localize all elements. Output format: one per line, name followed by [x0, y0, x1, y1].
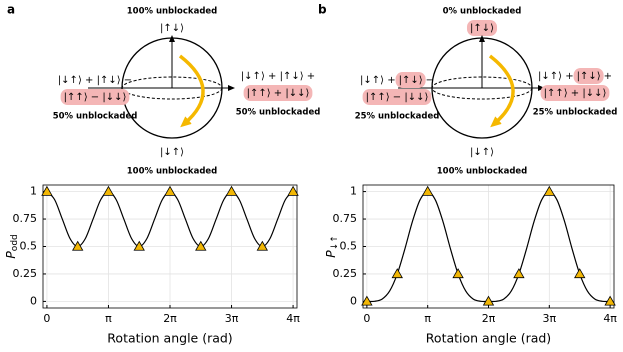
highlight [573, 68, 604, 84]
highlight [243, 85, 313, 101]
y-tick-label: 1 [350, 185, 357, 198]
plot-frame [362, 184, 615, 309]
state-text: |↓↑⟩ + |↑↓⟩ − [58, 75, 132, 86]
marker [225, 185, 238, 196]
y-tick-label: 1 [30, 185, 37, 198]
marker [604, 295, 616, 306]
top-note: 0% unblockaded [443, 7, 522, 17]
marker [102, 185, 115, 196]
state-text: |↑↓⟩ [160, 23, 184, 34]
highlight [362, 89, 432, 105]
y-tick-label: 0.25 [13, 267, 38, 280]
y-axis-title-main: P [323, 250, 338, 258]
state-text: |↓↑⟩ + |↑↓⟩ + [241, 71, 315, 82]
state-text: |↑↑⟩ − |↓↓⟩ [366, 92, 429, 103]
marker [195, 240, 207, 251]
y-tick-label: 0.5 [340, 240, 358, 253]
x-tick-label: π [424, 312, 431, 325]
y-axis-title: Podd [3, 234, 20, 258]
marker [164, 185, 176, 196]
x-tick-label: 3π [543, 312, 557, 325]
state-text: |↑↓⟩ [399, 75, 423, 86]
x-tick-label: π [105, 312, 112, 325]
panel-label: a [7, 3, 15, 17]
marker [41, 185, 53, 196]
marker [421, 185, 434, 196]
panel-label: b [318, 3, 327, 17]
bottom-note: 100% unblockaded [437, 167, 528, 177]
marker [133, 240, 145, 251]
x-tick-label: 3π [225, 312, 239, 325]
state-text: |↓↑⟩ + [360, 75, 396, 86]
highlight [395, 72, 426, 88]
y-tick-label: 0 [30, 294, 37, 307]
state-text: |↓↑⟩ + [538, 71, 574, 82]
bottom-note: 100% unblockaded [127, 167, 218, 177]
y-tick-label: 0.25 [333, 267, 358, 280]
marker [452, 268, 464, 279]
marker [482, 295, 495, 306]
plot-frame [42, 184, 298, 309]
x-tick-label: 0 [363, 312, 370, 325]
x-tick-label: 4π [286, 312, 300, 325]
side-note: 50% unblockaded [236, 108, 321, 118]
x-axis-title: Rotation angle (rad) [107, 331, 232, 346]
y-tick-label: 0.75 [333, 212, 358, 225]
state-text: |↑↓⟩ [470, 23, 494, 34]
marker [513, 268, 525, 279]
state-text: |↑↑⟩ + |↓↓⟩ [247, 88, 310, 99]
y-tick-label: 0.75 [13, 212, 38, 225]
marker [391, 268, 403, 279]
highlight [60, 89, 130, 105]
x-tick-label: 2π [482, 312, 496, 325]
highlight [540, 85, 610, 101]
marker [287, 185, 299, 196]
top-note: 100% unblockaded [127, 7, 218, 17]
y-axis-title-sub: ↓↑ [330, 235, 340, 250]
marker [361, 295, 373, 306]
y-axis-title: P↓↑ [323, 235, 340, 258]
rotation-arrow [178, 54, 205, 128]
side-note: 25% unblockaded [355, 112, 440, 122]
state-text: − [426, 75, 434, 86]
marker [574, 268, 586, 279]
marker [71, 240, 84, 251]
x-tick-label: 2π [163, 312, 177, 325]
y-tick-label: 0 [350, 294, 357, 307]
marker [256, 240, 269, 251]
side-note: 50% unblockaded [53, 112, 138, 122]
highlight [466, 20, 498, 36]
x-tick-label: 4π [603, 312, 617, 325]
side-note: 25% unblockaded [533, 108, 618, 118]
bottom-state: |↓↑⟩ [470, 147, 494, 158]
state-text: |↑↑⟩ + |↓↓⟩ [544, 88, 607, 99]
y-tick-label: 0.5 [20, 240, 38, 253]
x-tick-label: 0 [43, 312, 50, 325]
rotation-arrow [488, 54, 515, 128]
state-text: + [604, 71, 612, 82]
bottom-state: |↓↑⟩ [160, 147, 184, 158]
y-axis-title-main: P [3, 251, 18, 259]
state-text: |↑↑⟩ − |↓↓⟩ [64, 92, 127, 103]
state-text: |↑↓⟩ [577, 71, 601, 82]
marker [543, 185, 556, 196]
x-axis-title: Rotation angle (rad) [426, 331, 551, 346]
y-axis-title-sub: odd [10, 234, 20, 251]
